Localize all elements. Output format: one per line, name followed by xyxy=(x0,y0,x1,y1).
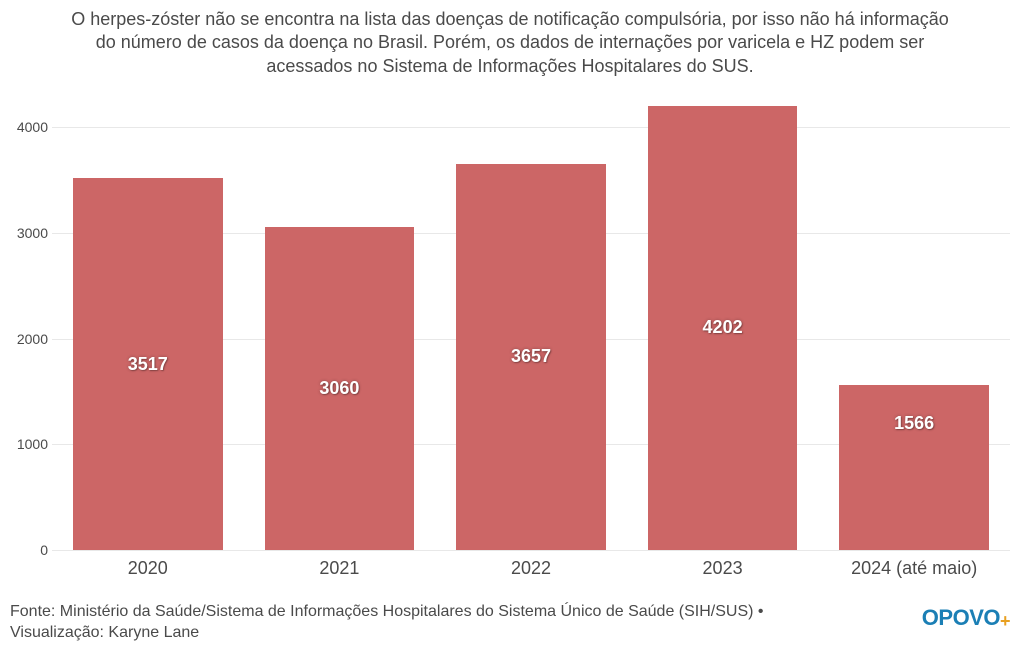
bar-value-label: 3517 xyxy=(128,354,168,375)
bar: 1566 xyxy=(839,385,988,550)
bars-container: 3517 3060 3657 4202 1566 xyxy=(52,85,1010,550)
logo-text: OPOVO xyxy=(922,605,1000,630)
chart-area: 0 1000 2000 3000 4000 3517 3060 3657 4202 1566 2… xyxy=(10,85,1010,582)
bar: 3657 xyxy=(456,164,605,550)
source-text: Fonte: Ministério da Saúde/Sistema de In… xyxy=(10,601,850,644)
chart-title: O herpes-zóster não se encontra na lista… xyxy=(0,0,1020,82)
bar-slot: 3657 xyxy=(435,85,627,550)
x-tick-label: 2020 xyxy=(52,554,244,582)
x-axis-labels: 20202021202220232024 (até maio) xyxy=(52,554,1010,582)
bar-slot: 3517 xyxy=(52,85,244,550)
x-tick-label: 2024 (até maio) xyxy=(818,554,1010,582)
bar: 3517 xyxy=(73,178,222,550)
y-tick-label: 0 xyxy=(10,542,48,558)
logo-plus-icon: + xyxy=(1000,611,1010,631)
bar-value-label: 1566 xyxy=(894,413,934,434)
y-tick-label: 2000 xyxy=(10,331,48,347)
x-tick-label: 2022 xyxy=(435,554,627,582)
publisher-logo: OPOVO+ xyxy=(922,601,1010,632)
grid-line xyxy=(52,550,1010,551)
x-tick-label: 2023 xyxy=(627,554,819,582)
y-tick-label: 3000 xyxy=(10,225,48,241)
bar-value-label: 4202 xyxy=(703,317,743,338)
bar-value-label: 3657 xyxy=(511,346,551,367)
x-tick-label: 2021 xyxy=(244,554,436,582)
bar-slot: 3060 xyxy=(244,85,436,550)
bar: 4202 xyxy=(648,106,797,550)
chart-footer: Fonte: Ministério da Saúde/Sistema de In… xyxy=(10,601,1010,644)
bar-slot: 1566 xyxy=(818,85,1010,550)
bar: 3060 xyxy=(265,227,414,550)
bar-value-label: 3060 xyxy=(319,378,359,399)
y-tick-label: 1000 xyxy=(10,436,48,452)
y-tick-label: 4000 xyxy=(10,119,48,135)
bar-slot: 4202 xyxy=(627,85,819,550)
